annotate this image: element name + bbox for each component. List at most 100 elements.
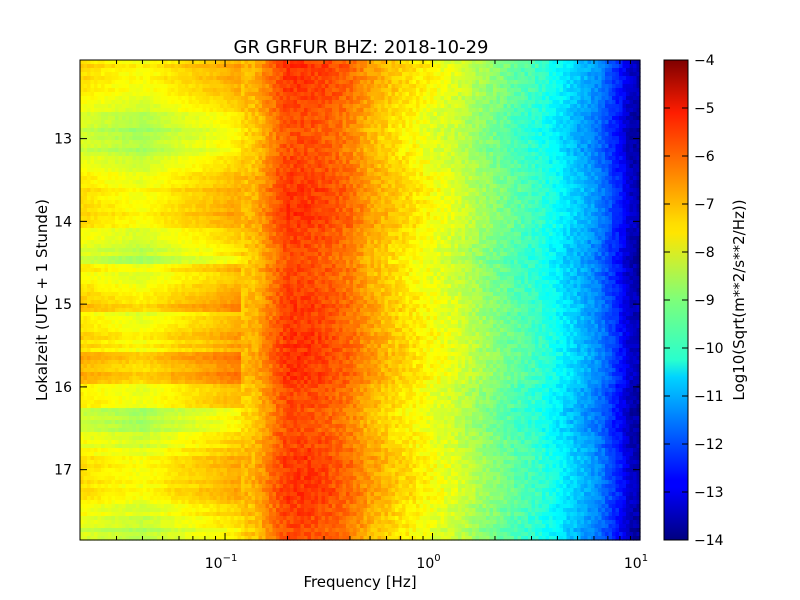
heatmap-cell bbox=[199, 164, 203, 169]
heatmap-cell bbox=[430, 96, 434, 101]
heatmap-cell bbox=[360, 84, 364, 89]
heatmap-cell bbox=[493, 140, 497, 145]
heatmap-cell bbox=[563, 168, 567, 173]
heatmap-cell bbox=[364, 140, 368, 145]
heatmap-cell bbox=[360, 92, 364, 97]
heatmap-cell bbox=[353, 96, 357, 101]
heatmap-cell bbox=[430, 68, 434, 73]
heatmap-cell bbox=[602, 148, 606, 153]
heatmap-cell bbox=[154, 140, 158, 145]
heatmap-cell bbox=[94, 104, 98, 109]
heatmap-cell bbox=[364, 144, 368, 149]
heatmap-cell bbox=[168, 68, 172, 73]
heatmap-cell bbox=[346, 80, 350, 85]
heatmap-cell bbox=[94, 84, 98, 89]
heatmap-cell bbox=[255, 76, 259, 81]
heatmap-cell bbox=[378, 140, 382, 145]
heatmap-cell bbox=[266, 164, 270, 169]
heatmap-cell bbox=[122, 92, 126, 97]
heatmap-cell bbox=[80, 108, 84, 113]
heatmap-cell bbox=[108, 68, 112, 73]
heatmap-cell bbox=[434, 112, 438, 117]
heatmap-cell bbox=[101, 84, 105, 89]
heatmap-cell bbox=[108, 96, 112, 101]
heatmap-cell bbox=[584, 88, 588, 93]
heatmap-cell bbox=[108, 100, 112, 105]
heatmap-cell bbox=[105, 148, 109, 153]
heatmap-cell bbox=[367, 144, 371, 149]
heatmap-cell bbox=[350, 120, 354, 125]
heatmap-cell bbox=[395, 180, 399, 185]
heatmap-cell bbox=[626, 84, 630, 89]
heatmap-cell bbox=[245, 124, 249, 129]
heatmap-cell bbox=[224, 60, 228, 65]
heatmap-cell bbox=[238, 68, 242, 73]
heatmap-cell bbox=[395, 164, 399, 169]
heatmap-cell bbox=[507, 112, 511, 117]
heatmap-cell bbox=[556, 84, 560, 89]
heatmap-cell bbox=[87, 132, 91, 137]
heatmap-cell bbox=[633, 72, 637, 77]
heatmap-cell bbox=[182, 168, 186, 173]
heatmap-cell bbox=[175, 144, 179, 149]
heatmap-cell bbox=[441, 136, 445, 141]
heatmap-cell bbox=[308, 92, 312, 97]
heatmap-cell bbox=[129, 164, 133, 169]
heatmap-cell bbox=[94, 128, 98, 133]
heatmap-cell bbox=[283, 72, 287, 77]
heatmap-cell bbox=[437, 72, 441, 77]
heatmap-cell bbox=[465, 148, 469, 153]
heatmap-cell bbox=[455, 68, 459, 73]
heatmap-cell bbox=[126, 104, 130, 109]
heatmap-cell bbox=[318, 132, 322, 137]
heatmap-cell bbox=[315, 72, 319, 77]
heatmap-cell bbox=[248, 84, 252, 89]
heatmap-cell bbox=[364, 164, 368, 169]
heatmap-cell bbox=[224, 180, 228, 185]
heatmap-cell bbox=[311, 168, 315, 173]
heatmap-cell bbox=[297, 160, 301, 165]
heatmap-cell bbox=[231, 124, 235, 129]
heatmap-cell bbox=[241, 104, 245, 109]
heatmap-cell bbox=[343, 100, 347, 105]
heatmap-cell bbox=[476, 64, 480, 69]
heatmap-cell bbox=[98, 68, 102, 73]
heatmap-cell bbox=[248, 132, 252, 137]
heatmap-cell bbox=[143, 168, 147, 173]
heatmap-cell bbox=[521, 160, 525, 165]
heatmap-cell bbox=[318, 164, 322, 169]
heatmap-cell bbox=[273, 168, 277, 173]
heatmap-cell bbox=[581, 124, 585, 129]
heatmap-cell bbox=[84, 76, 88, 81]
heatmap-cell bbox=[381, 64, 385, 69]
heatmap-cell bbox=[395, 64, 399, 69]
heatmap-cell bbox=[168, 80, 172, 85]
heatmap-cell bbox=[374, 168, 378, 173]
heatmap-cell bbox=[175, 136, 179, 141]
heatmap-cell bbox=[490, 104, 494, 109]
heatmap-cell bbox=[276, 144, 280, 149]
heatmap-cell bbox=[94, 92, 98, 97]
heatmap-cell bbox=[479, 68, 483, 73]
heatmap-cell bbox=[584, 108, 588, 113]
heatmap-cell bbox=[626, 128, 630, 133]
heatmap-cell bbox=[588, 172, 592, 177]
heatmap-cell bbox=[514, 100, 518, 105]
heatmap-cell bbox=[437, 148, 441, 153]
heatmap-cell bbox=[217, 64, 221, 69]
heatmap-cell bbox=[129, 92, 133, 97]
heatmap-cell bbox=[266, 108, 270, 113]
heatmap-cell bbox=[203, 152, 207, 157]
heatmap-cell bbox=[231, 96, 235, 101]
heatmap-cell bbox=[465, 156, 469, 161]
heatmap-cell bbox=[224, 136, 228, 141]
heatmap-cell bbox=[451, 136, 455, 141]
heatmap-cell bbox=[420, 152, 424, 157]
heatmap-cell bbox=[91, 96, 95, 101]
heatmap-cell bbox=[364, 104, 368, 109]
heatmap-cell bbox=[633, 80, 637, 85]
heatmap-cell bbox=[311, 108, 315, 113]
heatmap-cell bbox=[350, 108, 354, 113]
heatmap-cell bbox=[143, 72, 147, 77]
heatmap-cell bbox=[150, 100, 154, 105]
